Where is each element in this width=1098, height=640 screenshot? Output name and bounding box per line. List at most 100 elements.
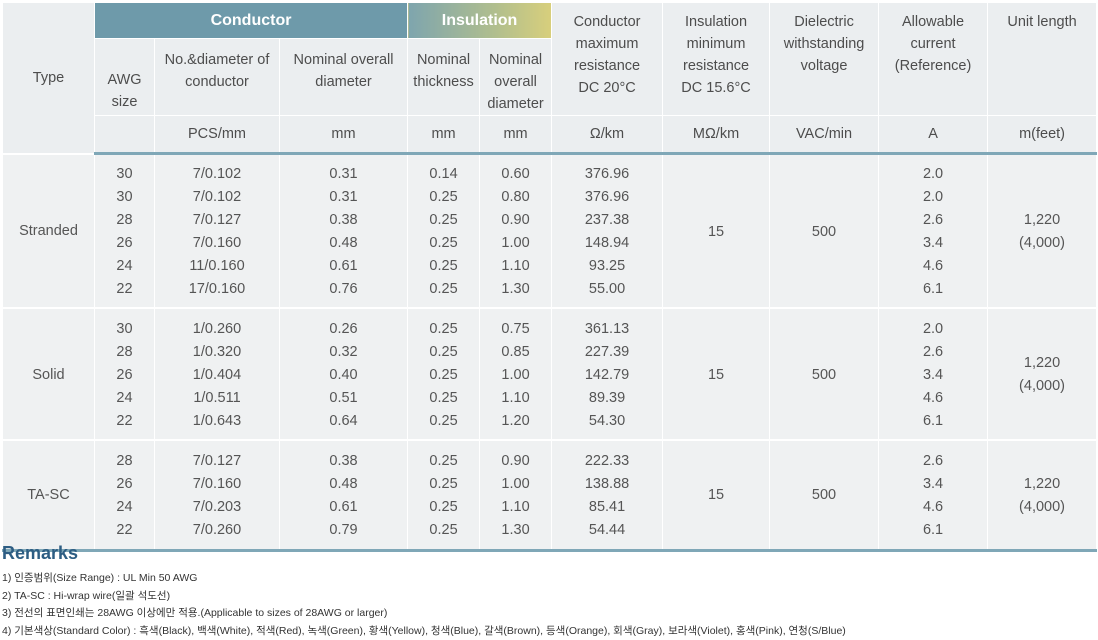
- conductor-diameter-values: 0.38 0.48 0.61 0.79: [278, 439, 409, 552]
- insulation-resistance-value: 15: [662, 439, 771, 552]
- remarks-list: 1) 인증범위(Size Range) : UL Min 50 AWG 2) TA…: [2, 570, 1096, 640]
- cell-value: 1,220: [1023, 475, 1061, 492]
- cell-value: 17/0.160: [188, 281, 246, 297]
- conductor-diameter-header: Nominal overall diameter: [278, 38, 409, 116]
- vac-min-unit: VAC/min: [769, 115, 880, 155]
- insulation-resistance-value: 15: [662, 307, 771, 441]
- awg-unit-cell: [94, 115, 155, 155]
- cell-value: 2.6: [922, 212, 944, 228]
- cell-value: 22: [116, 281, 133, 297]
- cell-value: 11/0.160: [189, 258, 245, 274]
- cell-value: (4,000): [1019, 498, 1065, 515]
- m-feet-unit: m(feet): [987, 115, 1098, 155]
- cell-value: 3.4: [922, 366, 944, 383]
- wire-type-cell: Solid: [2, 307, 95, 441]
- unit-length-values: 1,220 (4,000): [987, 307, 1098, 441]
- header-sub-row: AWG size No.&diameter of conductor Nomin…: [3, 38, 1097, 116]
- insulation-thickness-header: Nominal thickness: [407, 38, 481, 116]
- cell-value: 7/0.127: [192, 452, 242, 469]
- insulation-resistance-header: Insulation minimum resistance DC 15.6°C: [662, 2, 771, 116]
- cell-value: 0.38: [329, 212, 358, 228]
- max-resistance-values: 376.96 376.96 237.38 148.94 93.25 55.00: [551, 152, 664, 309]
- dielectric-voltage-value: 500: [769, 307, 880, 441]
- cell-value: 222.33: [584, 452, 630, 469]
- cell-value: 6.1: [922, 412, 944, 429]
- cell-value: 2.0: [922, 189, 944, 205]
- cell-value: 0.31: [329, 189, 358, 205]
- unit-length-header: Unit length: [987, 2, 1098, 116]
- cell-value: 30: [116, 189, 133, 205]
- header-unit-row: PCS/mm mm mm mm Ω/km MΩ/km VAC/min A m(f…: [3, 115, 1098, 155]
- wire-spec-table: Type Conductor Insulation Conductor maxi…: [2, 2, 1098, 552]
- cell-value: 1.00: [501, 475, 530, 492]
- pcs-mm-unit: PCS/mm: [154, 115, 280, 155]
- unit-length-values: 1,220 (4,000): [987, 439, 1098, 552]
- cell-value: 30: [116, 320, 133, 337]
- cell-value: 0.25: [429, 212, 458, 228]
- cell-value: 26: [116, 475, 133, 492]
- cell-value: 1.30: [501, 521, 530, 538]
- mm-unit-thickness: mm: [407, 115, 481, 155]
- spec-group-row: TA-SC 28 26 24 22 7/0.127 7/0.160 7/0.203 7/0.26…: [2, 439, 1098, 552]
- no-diameter-values: 7/0.102 7/0.102 7/0.127 7/0.160 11/0.160 17/0…: [154, 152, 280, 309]
- cell-value: 1,220: [1023, 212, 1061, 228]
- cell-value: 93.25: [588, 258, 626, 274]
- cell-value: 2.6: [922, 452, 944, 469]
- cell-value: 0.40: [329, 366, 358, 383]
- cell-value: 7/0.260: [192, 521, 242, 538]
- cell-value: 0.25: [429, 235, 458, 251]
- cell-value: 6.1: [922, 521, 944, 538]
- wire-type-cell: TA-SC: [2, 439, 95, 552]
- cell-value: 0.38: [329, 452, 358, 469]
- allowable-current-values: 2.0 2.6 3.4 4.6 6.1: [878, 307, 989, 441]
- remark-item: 2) TA-SC : Hi-wrap wire(일괄 석도선): [2, 589, 171, 602]
- header-group-row: Type Conductor Insulation Conductor maxi…: [2, 2, 1098, 154]
- cell-value: 0.25: [429, 452, 458, 469]
- cell-value: 0.25: [429, 258, 458, 274]
- cell-value: 7/0.160: [192, 235, 242, 251]
- max-resistance-values: 222.33 138.88 85.41 54.44: [551, 439, 664, 552]
- cell-value: 0.48: [329, 475, 358, 492]
- cell-value: 0.51: [329, 389, 358, 406]
- insulation-diameter-header: Nominal overall diameter: [479, 38, 553, 116]
- dielectric-voltage-header: Dielectric withstanding voltage: [769, 2, 880, 116]
- cell-value: 142.79: [584, 366, 630, 383]
- dielectric-voltage-value: 500: [769, 439, 880, 552]
- cell-value: 361.13: [584, 320, 630, 337]
- cell-value: 3.4: [922, 235, 944, 251]
- cell-value: 85.41: [588, 498, 626, 515]
- insulation-thickness-values: 0.14 0.25 0.25 0.25 0.25 0.25: [407, 152, 481, 309]
- cell-value: 24: [116, 498, 133, 515]
- insulation-resistance-value: 15: [662, 152, 771, 309]
- cell-value: 6.1: [922, 281, 944, 297]
- spec-group-row: Stranded 30 30 28 26 24 22 7/0.102 7/0.102 7/0.12…: [2, 152, 1098, 309]
- cell-value: 0.25: [429, 320, 458, 337]
- cell-value: 0.61: [329, 498, 358, 515]
- cell-value: 24: [116, 389, 133, 406]
- cell-value: 24: [116, 258, 133, 274]
- cell-value: (4,000): [1019, 235, 1065, 251]
- cell-value: 0.32: [329, 343, 358, 360]
- cell-value: 0.25: [429, 498, 458, 515]
- dielectric-voltage-value: 500: [769, 152, 880, 309]
- cell-value: 0.14: [429, 166, 458, 182]
- no-diameter-header: No.&diameter of conductor: [154, 38, 280, 116]
- cell-value: 22: [116, 521, 133, 538]
- conductor-resistance-header: Conductor maximum resistance DC 20°C: [551, 2, 664, 116]
- cell-value: 7/0.160: [192, 475, 242, 492]
- conductor-group-header: Conductor: [93, 2, 409, 39]
- cell-value: 54.44: [588, 521, 626, 538]
- max-resistance-values: 361.13 227.39 142.79 89.39 54.30: [551, 307, 664, 441]
- conductor-diameter-values: 0.26 0.32 0.40 0.51 0.64: [278, 307, 409, 441]
- awg-size-values: 28 26 24 22: [94, 439, 155, 552]
- cell-value: 0.75: [501, 320, 530, 337]
- cell-value: 3.4: [922, 475, 944, 492]
- remark-item: 3) 전선의 표면인쇄는 28AWG 이상에만 적용.(Applicable t…: [2, 607, 388, 619]
- cell-value: 1.00: [501, 235, 530, 251]
- cell-value: 89.39: [588, 389, 626, 406]
- cell-value: 7/0.102: [192, 166, 242, 182]
- overall-diameter-values: 0.75 0.85 1.00 1.10 1.20: [479, 307, 553, 441]
- no-diameter-values: 7/0.127 7/0.160 7/0.203 7/0.260: [154, 439, 280, 552]
- cell-value: 1/0.511: [193, 389, 241, 406]
- remark-item: 1) 인증범위(Size Range) : UL Min 50 AWG: [2, 572, 198, 584]
